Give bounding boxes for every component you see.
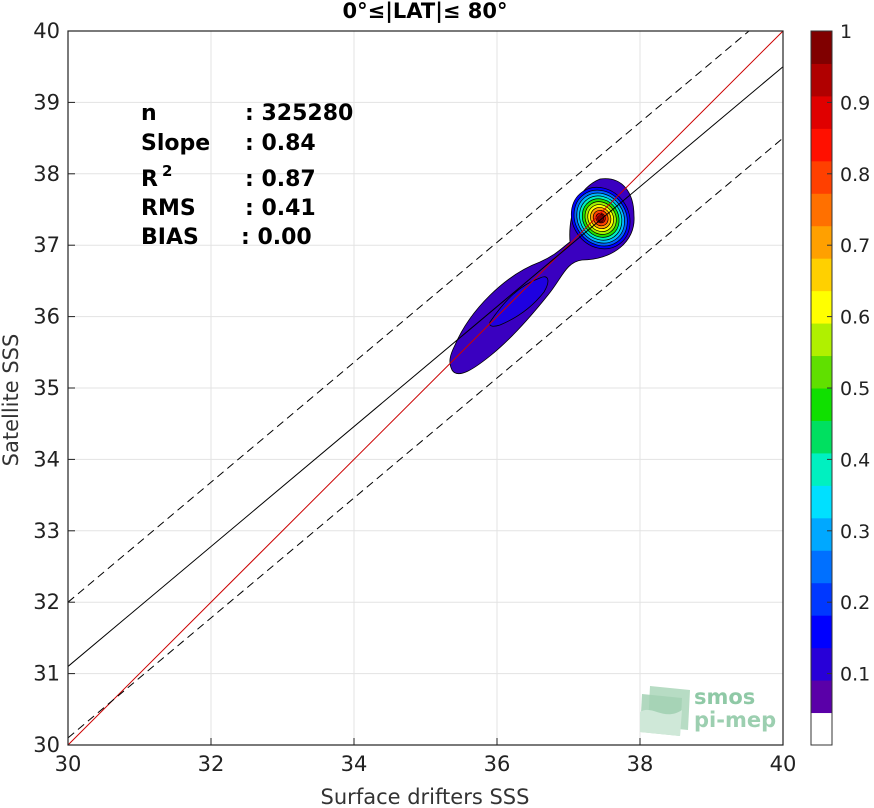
grid: [67, 30, 784, 746]
colorbar-segment: [811, 63, 832, 97]
x-tick-label: 30: [55, 752, 82, 776]
y-axis: 30 31 32 33 34 35 36 37 38 39 40: [33, 19, 75, 757]
x-axis: 30 32 34 36 38 40: [55, 738, 797, 776]
colorbar-segment: [811, 355, 832, 389]
colorbar-segment: [811, 160, 832, 194]
colorbar-tick-label: 0.1: [840, 664, 870, 686]
stat-bias-label: BIAS: [141, 225, 199, 250]
smos-pimep-logo: smos pi-mep: [640, 685, 776, 736]
stat-slope-value: : 0.84: [245, 131, 316, 156]
colorbar-segment: [811, 323, 832, 357]
density-peak: [597, 213, 604, 223]
colorbar-tick-label: 1: [840, 21, 852, 43]
colorbar: [811, 31, 832, 746]
y-tick-label: 30: [33, 733, 60, 757]
y-tick-label: 32: [33, 590, 60, 614]
y-tick-label: 34: [33, 447, 60, 471]
stat-r2-value: : 0.87: [245, 167, 316, 192]
colorbar-segment: [811, 95, 832, 129]
colorbar-tick-label: 0.8: [840, 164, 870, 186]
stat-rms-label: RMS: [141, 196, 196, 221]
contour-level-2: [489, 276, 549, 327]
colorbar-segment: [811, 485, 832, 519]
y-tick-label: 36: [33, 305, 60, 329]
stat-bias-value: : 0.00: [241, 225, 312, 250]
x-tick-label: 36: [484, 752, 511, 776]
colorbar-tick-label: 0.6: [840, 307, 870, 329]
colorbar-segment: [811, 517, 832, 551]
x-tick-label: 40: [770, 752, 797, 776]
colorbar-segment: [811, 420, 832, 454]
statistics-block: n : 325280 Slope : 0.84 R 2 : 0.87 RMS :…: [141, 101, 353, 250]
colorbar-tick-label: 0.9: [840, 92, 870, 114]
line-regression: [68, 66, 783, 667]
colorbar-segment: [811, 225, 832, 259]
y-tick-label: 33: [33, 519, 60, 543]
stat-n-value: : 325280: [245, 101, 353, 126]
colorbar-tick-label: 0.5: [840, 378, 870, 400]
stat-rms-value: : 0.41: [245, 196, 316, 221]
line-one-to-one: [68, 31, 783, 745]
colorbar-segment: [811, 712, 832, 746]
y-tick-label: 35: [33, 376, 60, 400]
x-tick-label: 38: [627, 752, 654, 776]
stat-n-label: n: [141, 101, 157, 126]
colorbar-segment: [811, 128, 832, 162]
density-contours: [449, 178, 635, 375]
stat-r2-superscript: 2: [162, 162, 172, 180]
chart-title: 0°≤|LAT|≤ 80°: [342, 0, 507, 24]
colorbar-segment: [811, 680, 832, 714]
colorbar-tick-label: 0.4: [840, 449, 870, 471]
stat-slope-label: Slope: [141, 131, 210, 156]
y-tick-label: 38: [33, 162, 60, 186]
x-tick-label: 32: [198, 752, 225, 776]
colorbar-segment: [811, 193, 832, 227]
logo-text-smos: smos: [694, 685, 755, 709]
reference-lines: [68, 31, 783, 745]
colorbar-segment: [811, 647, 832, 681]
colorbar-segment: [811, 31, 832, 64]
colorbar-tick-label: 0.2: [840, 592, 870, 614]
y-tick-label: 40: [33, 19, 60, 43]
x-axis-label: Surface drifters SSS: [321, 785, 530, 808]
y-axis-label: Satellite SSS: [0, 334, 23, 467]
logo-text-pimep: pi-mep: [694, 708, 776, 732]
colorbar-tick-label: 0.3: [840, 521, 870, 543]
y-tick-label: 37: [33, 233, 60, 257]
colorbar-segment: [811, 582, 832, 616]
colorbar-segment: [811, 452, 832, 486]
colorbar-tick-label: 0.7: [840, 235, 870, 257]
colorbar-ticks: 0.1 0.2 0.3 0.4 0.5 0.6 0.7 0.8 0.9 1: [827, 21, 870, 686]
colorbar-segment: [811, 550, 832, 584]
stat-r2-label: R: [141, 167, 158, 192]
colorbar-segment: [811, 615, 832, 649]
colorbar-segment: [811, 258, 832, 292]
y-tick-label: 31: [33, 662, 60, 686]
y-tick-label: 39: [33, 90, 60, 114]
x-tick-label: 34: [341, 752, 368, 776]
colorbar-segment: [811, 388, 832, 421]
colorbar-segment: [811, 290, 832, 324]
